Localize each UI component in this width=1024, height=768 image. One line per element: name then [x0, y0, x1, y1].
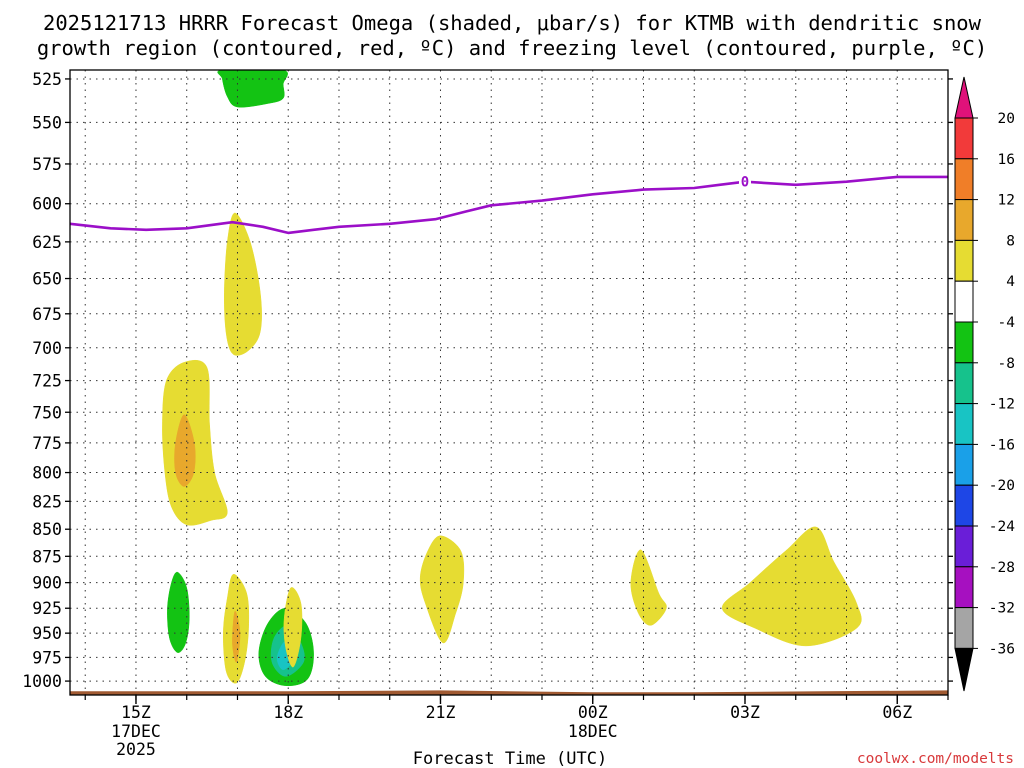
- x-tick-label: 18Z: [273, 703, 303, 722]
- colorbar-label: 20: [998, 111, 1015, 127]
- colorbar-bin: [954, 443, 974, 486]
- colorbar-label: 8: [1006, 233, 1015, 249]
- colorbar-bin: [954, 403, 974, 445]
- credit-text[interactable]: coolwx.com/modelts: [857, 751, 1014, 767]
- colorbar-bin: [954, 362, 974, 405]
- freezing-level-label: 0: [741, 175, 749, 191]
- colorbar-bin: [954, 280, 974, 323]
- y-tick-label: 825: [32, 492, 62, 511]
- omega-region-green-top: [217, 70, 288, 108]
- y-tick-label: 875: [32, 547, 62, 566]
- colorbar: 20 16 12 8 4 -4 -8 -12 -16 -20 -24 -28 -32 -36: [954, 76, 1016, 692]
- y-tick-label: 850: [32, 520, 62, 539]
- y-tick-label: 900: [32, 574, 62, 593]
- y-tick-label: 675: [32, 305, 62, 324]
- x-tick-label: 06Z: [882, 703, 912, 722]
- ground-band: [70, 690, 948, 695]
- chart-title-line1: 2025121713 HRRR Forecast Omega (shaded, …: [43, 11, 982, 35]
- y-tick-label: 550: [32, 113, 62, 132]
- x-year-label: 2025: [116, 740, 156, 759]
- colorbar-bin: [954, 199, 974, 241]
- y-tick-label: 525: [32, 70, 62, 89]
- x-axis-label: Forecast Time (UTC): [413, 749, 607, 768]
- colorbar-label: -8: [998, 356, 1015, 372]
- x-tick-label: 03Z: [730, 703, 760, 722]
- colorbar-bin: [954, 239, 974, 282]
- x-date-label: 17DEC: [111, 722, 161, 741]
- colorbar-bin: [954, 321, 974, 364]
- y-tick-label: 650: [32, 270, 62, 289]
- colorbar-label: -28: [989, 560, 1015, 576]
- omega-region-yellow-18z: [283, 587, 303, 668]
- omega-region-yellow-mid: [224, 212, 262, 356]
- colorbar-label: -4: [998, 315, 1016, 331]
- colorbar-label: -20: [989, 478, 1015, 494]
- colorbar-label: 4: [1006, 274, 1015, 290]
- colorbar-bin: [954, 525, 974, 568]
- colorbar-bin: [954, 117, 974, 160]
- colorbar-bin: [954, 158, 974, 201]
- y-tick-label: 575: [32, 155, 62, 174]
- ground-surface: [70, 690, 948, 695]
- freezing-level-contour: 0: [69, 173, 948, 235]
- omega-region-yellow-01z: [630, 549, 667, 626]
- y-tick-label: 600: [32, 195, 62, 214]
- colorbar-bin: [954, 484, 974, 527]
- colorbar-label: -36: [989, 641, 1015, 657]
- colorbar-label: -16: [989, 437, 1015, 453]
- y-tick-label: 625: [32, 233, 62, 252]
- x-tick-label: 21Z: [426, 703, 456, 722]
- omega-region-green-lower-left: [167, 571, 190, 653]
- plot-frame: [69, 69, 949, 696]
- x-tick-label: 15Z: [121, 703, 151, 722]
- y-tick-label: 700: [32, 339, 62, 358]
- y-tick-label: 950: [32, 624, 62, 643]
- chart-title-line2: growth region (contoured, red, ºC) and f…: [37, 36, 987, 60]
- omega-region-yellow-21z: [419, 535, 465, 644]
- x-tick-label: 00Z: [578, 703, 608, 722]
- freezing-label-bg: [738, 173, 751, 189]
- y-tick-label: 975: [32, 648, 62, 667]
- colorbar-label: 16: [998, 152, 1015, 168]
- colorbar-label: -32: [989, 601, 1015, 617]
- y-tick-label: 1000: [22, 672, 62, 691]
- colorbar-top-arrow: [954, 76, 974, 119]
- y-tick-label: 800: [32, 464, 62, 483]
- colorbar-label: 12: [998, 193, 1015, 209]
- colorbar-bin: [954, 566, 974, 609]
- omega-shaded-regions: [162, 70, 862, 687]
- y-tick-label: 925: [32, 599, 62, 618]
- y-tick-label: 750: [32, 403, 62, 422]
- y-tick-label: 725: [32, 372, 62, 391]
- y-axis-pressure: 525 550 575 600 625 650 675 700 725 750 775 800 825 8…: [22, 70, 953, 691]
- colorbar-bottom-arrow: [954, 647, 974, 692]
- omega-region-yellow-04z: [721, 526, 862, 647]
- freezing-level-line: [69, 175, 948, 235]
- colorbar-label: -12: [989, 397, 1015, 413]
- colorbar-label: -24: [989, 519, 1015, 535]
- colorbar-bin: [954, 607, 974, 649]
- y-tick-label: 775: [32, 434, 62, 453]
- x-date-label: 18DEC: [568, 722, 618, 741]
